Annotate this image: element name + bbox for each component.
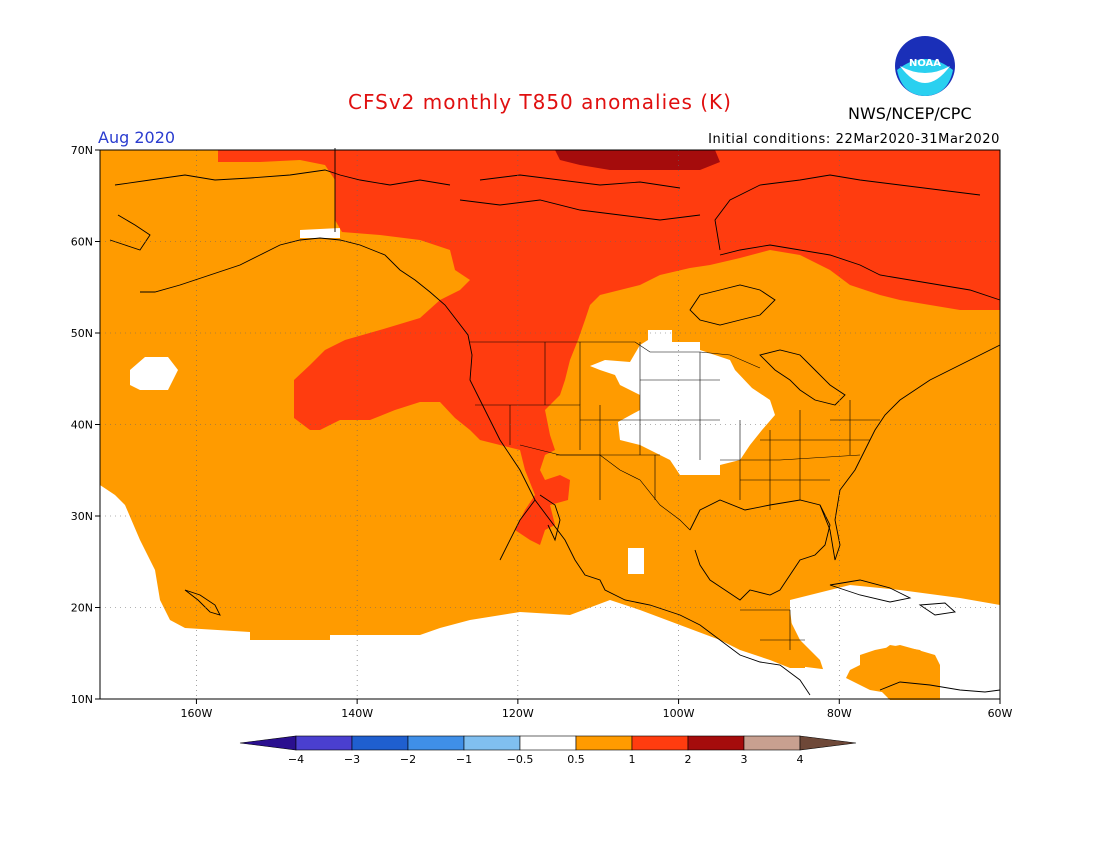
colorbar-label: −3 [344,753,360,766]
red-region-north [218,150,1000,545]
lat-tick-label: 70N [71,144,93,157]
agency-label: NWS/NCEP/CPC [848,104,972,123]
orange-patch-central-america [700,605,805,668]
colorbar-lower-extension [239,735,297,751]
lon-tick-label: 80W [827,707,852,720]
colorbar-label: −2 [400,753,416,766]
lat-tick-label: 20N [71,602,93,615]
lat-tick-label: 50N [71,327,93,340]
neutral-anomaly-regions [100,228,1000,699]
colorbar-label: 0.5 [567,753,585,766]
lon-tick-label: 160W [180,707,212,720]
colorbar-label: 2 [685,753,692,766]
map-title: CFSv2 monthly T850 anomalies (K) [348,90,732,114]
noaa-logo-text: NOAA [909,58,941,69]
colorbar-label: −1 [456,753,472,766]
latitude-ticks: 10N 20N 30N 40N 50N 60N 70N [71,144,100,706]
neutral-region-caribbean [790,585,1000,695]
neutral-region-south [100,485,1000,699]
colorbar-cell [575,735,633,751]
map-panel: 10N 20N 30N 40N 50N 60N 70N 160W 140W 120W 100W 80… [71,144,1013,720]
lat-tick-label: 60N [71,236,93,249]
colorbar-label: −0.5 [507,753,534,766]
orange-patch-caribbean [860,645,940,700]
lat-tick-label: 30N [71,510,93,523]
colorbar-cell [407,735,465,751]
forecast-month: Aug 2020 [98,128,176,147]
colorbar-cell [295,735,353,751]
colorbar-cell [351,735,409,751]
lat-tick-label: 10N [71,693,93,706]
lat-tick-label: 40N [71,419,93,432]
colorbar-cell [519,735,577,751]
neutral-region-mexico-blob [628,548,644,574]
neutral-region-alaska-blob [300,228,340,238]
noaa-logo: NOAA [895,36,955,96]
initial-conditions: Initial conditions: 22Mar2020-31Mar2020 [708,132,1000,147]
lon-tick-label: 60W [988,707,1013,720]
strong-anomaly-regions [218,150,1000,545]
colorbar-cell [743,735,801,751]
longitude-ticks: 160W 140W 120W 100W 80W 60W [180,699,1013,720]
neutral-region-pacific-blob [130,357,178,390]
lon-tick-label: 100W [663,707,695,720]
coastlines [109,148,1001,696]
lon-tick-label: 120W [502,707,534,720]
colorbar-label: 4 [797,753,804,766]
colorbar-label: 3 [741,753,748,766]
neutral-region-plains [590,330,775,475]
colorbar-label: 1 [629,753,636,766]
map-gridlines [100,150,1000,699]
colorbar-upper-extension [799,735,857,751]
colorbar-cell [463,735,521,751]
colorbar-cell [687,735,745,751]
colorbar-label: −4 [288,753,304,766]
orange-fill-patches [700,605,940,700]
colorbar-cell [631,735,689,751]
political-borders [470,341,880,650]
lon-tick-label: 140W [341,707,373,720]
